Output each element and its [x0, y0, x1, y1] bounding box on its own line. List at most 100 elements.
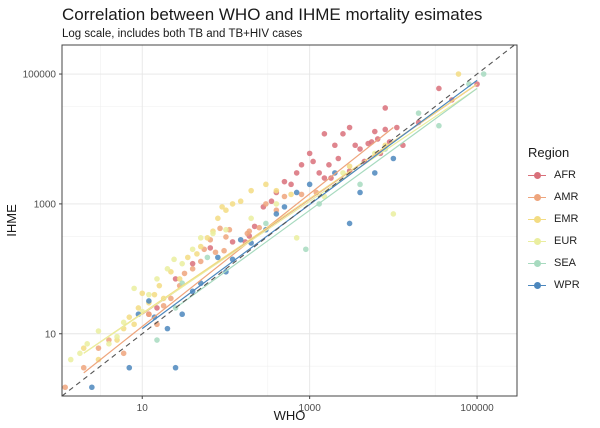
legend-label: EUR: [554, 235, 578, 247]
data-point: [120, 350, 127, 357]
data-point: [340, 131, 346, 137]
legend-key: [528, 256, 546, 270]
x-tick-label: 1000: [299, 403, 322, 414]
legend-key: [528, 168, 546, 182]
legend-item-amr: AMR: [528, 186, 580, 208]
data-point: [95, 345, 102, 351]
data-point: [298, 162, 305, 168]
data-point: [394, 124, 400, 131]
legend-key: [528, 278, 546, 292]
data-point: [67, 356, 74, 363]
legend-key: [528, 212, 546, 226]
data-point: [346, 163, 353, 170]
data-point: [306, 150, 313, 157]
data-point: [131, 321, 137, 328]
data-point: [273, 211, 280, 217]
legend-label: AFR: [554, 169, 576, 181]
data-point: [273, 201, 280, 207]
data-point: [332, 142, 338, 149]
data-point: [246, 228, 253, 234]
data-point: [223, 234, 229, 240]
data-point: [164, 266, 171, 272]
data-point: [321, 175, 328, 181]
y-axis-title: IHME: [4, 204, 19, 237]
data-point: [126, 314, 133, 320]
data-point: [326, 162, 332, 168]
data-point: [77, 350, 83, 357]
data-point: [335, 155, 342, 162]
data-point: [281, 204, 288, 210]
fit-line-amr: [83, 127, 394, 374]
data-point: [84, 341, 90, 347]
data-point: [95, 356, 102, 363]
data-point: [263, 201, 269, 207]
data-point: [248, 187, 254, 194]
data-point: [390, 211, 397, 217]
y-tick-label: 1000: [34, 199, 57, 210]
legend-key-point: [533, 193, 541, 201]
legend-item-emr: EMR: [528, 208, 580, 230]
data-point: [172, 364, 179, 371]
data-point: [436, 85, 442, 92]
data-point: [215, 215, 221, 222]
data-point: [179, 260, 185, 267]
data-point: [281, 193, 288, 200]
data-point: [371, 170, 378, 176]
data-point: [139, 290, 146, 297]
data-point: [62, 384, 68, 391]
legend-item-sea: SEA: [528, 252, 580, 274]
data-point: [310, 158, 316, 165]
data-point: [263, 220, 269, 227]
chart-subtitle: Log scale, includes both TB and TB+HIV c…: [62, 28, 303, 40]
data-point: [212, 249, 219, 256]
data-point: [189, 260, 196, 267]
data-point: [204, 254, 211, 261]
data-point: [237, 198, 244, 205]
data-point: [207, 245, 214, 251]
data-point: [164, 325, 171, 332]
data-point: [248, 215, 254, 222]
legend-label: EMR: [554, 213, 579, 225]
data-point: [80, 345, 87, 351]
data-point: [382, 126, 389, 133]
data-point: [288, 181, 294, 188]
data-point: [197, 258, 204, 265]
legend-item-afr: AFR: [528, 164, 580, 186]
legend-label: SEA: [554, 257, 577, 269]
data-point: [154, 337, 160, 343]
data-point: [156, 282, 163, 289]
data-point: [263, 181, 269, 188]
x-axis-title: WHO: [274, 408, 306, 423]
data-point: [197, 235, 204, 241]
identity-line: [62, 45, 516, 396]
data-point: [303, 246, 309, 253]
x-tick-label: 100000: [460, 403, 494, 414]
data-point: [126, 364, 133, 371]
data-point: [146, 298, 152, 304]
data-point: [293, 235, 300, 241]
data-point: [160, 302, 167, 309]
data-point: [306, 181, 313, 188]
data-point: [273, 187, 280, 194]
data-point: [237, 236, 244, 243]
data-point: [229, 239, 236, 245]
chart-title: Correlation between WHO and IHME mortali…: [62, 5, 483, 24]
legend-key: [528, 234, 546, 248]
data-point: [346, 124, 353, 131]
legend-title: Region: [528, 145, 570, 160]
data-point: [251, 223, 258, 230]
series-sea-points: [154, 71, 487, 343]
data-point: [120, 319, 127, 326]
data-point: [168, 295, 174, 302]
data-point: [293, 189, 300, 196]
data-point: [346, 220, 353, 227]
data-point: [219, 204, 225, 210]
data-point: [171, 256, 177, 263]
data-point: [179, 311, 185, 318]
data-point: [223, 207, 229, 213]
data-point: [146, 311, 152, 318]
data-point: [288, 191, 294, 198]
data-point: [215, 254, 221, 261]
legend-key-point: [533, 281, 541, 289]
